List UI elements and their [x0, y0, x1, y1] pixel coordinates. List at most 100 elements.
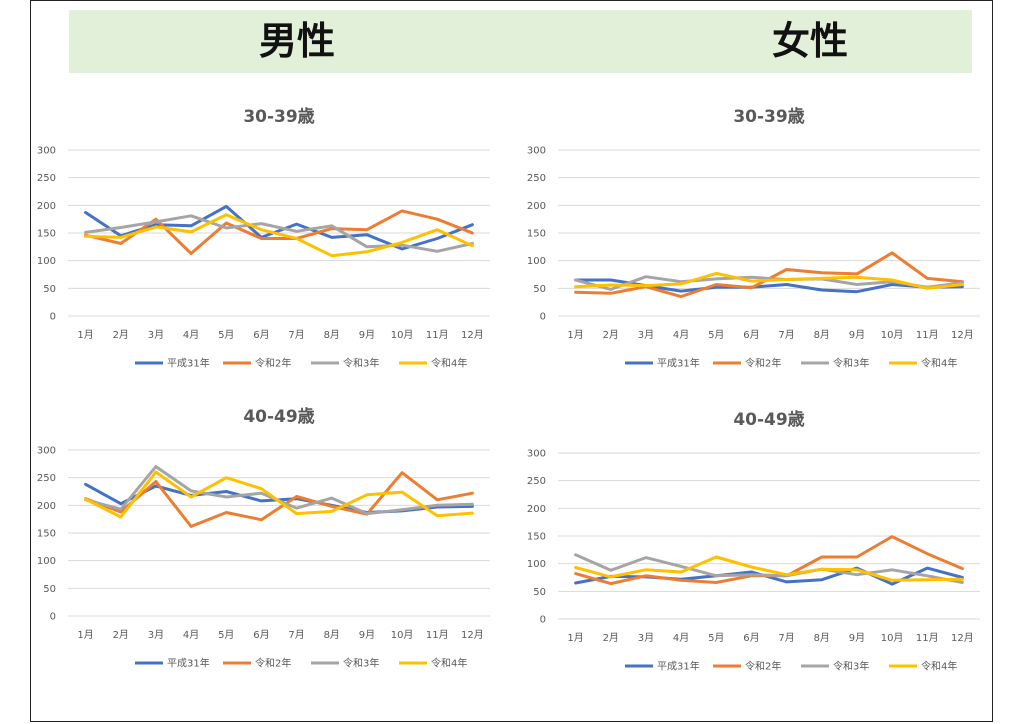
y-tick-label: 50	[533, 284, 546, 295]
y-tick-label: 250	[37, 473, 56, 484]
x-tick-label: 2月	[603, 329, 619, 341]
x-tick-label: 10月	[391, 629, 414, 641]
chart-male-30-39: 30-39歳 0 50 100 150 200 250 300 1月 2月 3月 4月 5月 6月 7月 8月…	[37, 106, 490, 370]
y-tick-label: 50	[43, 284, 56, 295]
legend-label: 令和3年	[833, 660, 869, 673]
y-tick-label: 0	[540, 312, 546, 323]
legend-label: 平成31年	[657, 660, 700, 673]
x-tick-label: 4月	[673, 632, 689, 644]
x-tick-label: 9月	[849, 329, 865, 341]
y-tick-label: 200	[37, 501, 56, 512]
chart-title: 30-39歳	[243, 106, 314, 127]
x-tick-label: 6月	[253, 329, 269, 341]
legend-label: 令和4年	[921, 660, 957, 673]
chart-title: 40-49歳	[733, 409, 804, 430]
x-tick-label: 8月	[814, 632, 830, 644]
x-tick-label: 5月	[708, 632, 724, 644]
y-tick-label: 200	[527, 201, 546, 212]
chart-title: 30-39歳	[733, 106, 804, 127]
x-tick-label: 11月	[426, 629, 449, 641]
male-header: 男性	[259, 19, 336, 63]
legend-label: 令和2年	[255, 357, 291, 370]
chart-female-40-49: 40-49歳 0 50 100 150 200 250 300 1月 2月 3月 4月 5月 6月 7月 8月…	[527, 409, 980, 673]
x-tick-label: 2月	[113, 629, 129, 641]
y-tick-label: 100	[527, 256, 546, 267]
x-tick-label: 4月	[183, 629, 199, 641]
female-header: 女性	[772, 19, 849, 63]
x-tick-label: 3月	[148, 329, 164, 341]
legend-label: 令和3年	[833, 357, 869, 370]
legend-label: 令和3年	[343, 657, 379, 670]
y-tick-label: 200	[527, 504, 546, 515]
y-tick-label: 0	[540, 615, 546, 626]
series-line	[574, 251, 964, 299]
x-tick-label: 5月	[708, 329, 724, 341]
y-tick-label: 100	[37, 256, 56, 267]
x-tick-label: 9月	[849, 632, 865, 644]
legend-label: 平成31年	[167, 657, 210, 670]
chart-title: 40-49歳	[243, 406, 314, 427]
series-line	[84, 471, 474, 528]
y-tick-label: 150	[527, 229, 546, 240]
legend-label: 令和2年	[745, 660, 781, 673]
y-tick-label: 250	[527, 476, 546, 487]
x-tick-label: 8月	[814, 329, 830, 341]
x-tick-label: 2月	[113, 329, 129, 341]
y-tick-label: 300	[527, 146, 546, 157]
series-line	[84, 470, 474, 519]
x-tick-label: 1月	[77, 329, 93, 341]
x-tick-label: 12月	[951, 632, 974, 644]
x-tick-label: 7月	[778, 632, 794, 644]
series-line	[84, 214, 474, 253]
y-tick-label: 0	[50, 312, 56, 323]
x-tick-label: 10月	[881, 329, 904, 341]
x-tick-label: 10月	[881, 632, 904, 644]
y-tick-label: 150	[37, 529, 56, 540]
x-tick-label: 11月	[426, 329, 449, 341]
x-tick-label: 3月	[148, 629, 164, 641]
y-tick-label: 100	[527, 559, 546, 570]
x-tick-label: 1月	[567, 632, 583, 644]
x-tick-label: 12月	[461, 329, 484, 341]
x-tick-label: 6月	[743, 632, 759, 644]
legend-label: 令和4年	[921, 357, 957, 370]
x-tick-label: 10月	[391, 329, 414, 341]
y-tick-label: 300	[37, 146, 56, 157]
y-tick-label: 200	[37, 201, 56, 212]
x-tick-label: 1月	[77, 629, 93, 641]
y-tick-label: 250	[527, 173, 546, 184]
y-tick-label: 50	[533, 587, 546, 598]
header-banner: 男性 女性	[69, 10, 972, 73]
x-tick-label: 5月	[218, 629, 234, 641]
y-tick-label: 100	[37, 556, 56, 567]
x-tick-label: 11月	[916, 632, 939, 644]
legend-label: 令和3年	[343, 357, 379, 370]
x-tick-label: 3月	[638, 329, 654, 341]
page-frame	[30, 0, 993, 722]
x-tick-label: 8月	[324, 629, 340, 641]
x-tick-label: 6月	[743, 329, 759, 341]
chart-female-30-39: 30-39歳 0 50 100 150 200 250 300 1月 2月 3月 4月 5月 6月 7月 8月…	[527, 106, 980, 370]
y-tick-label: 50	[43, 584, 56, 595]
x-tick-label: 8月	[324, 329, 340, 341]
x-tick-label: 9月	[359, 329, 375, 341]
series-line	[84, 213, 474, 258]
y-tick-label: 150	[37, 229, 56, 240]
y-tick-label: 300	[527, 449, 546, 460]
x-tick-label: 5月	[218, 329, 234, 341]
legend-label: 令和4年	[431, 357, 467, 370]
x-tick-label: 12月	[951, 329, 974, 341]
y-tick-label: 0	[50, 612, 56, 623]
x-tick-label: 7月	[288, 629, 304, 641]
x-tick-label: 4月	[183, 329, 199, 341]
x-tick-label: 6月	[253, 629, 269, 641]
series-line	[574, 271, 964, 290]
x-tick-label: 12月	[461, 629, 484, 641]
x-tick-label: 7月	[778, 329, 794, 341]
x-tick-label: 2月	[603, 632, 619, 644]
x-tick-label: 1月	[567, 329, 583, 341]
y-tick-label: 300	[37, 446, 56, 457]
series-line	[574, 553, 964, 584]
x-tick-label: 11月	[916, 329, 939, 341]
legend-label: 令和4年	[431, 657, 467, 670]
